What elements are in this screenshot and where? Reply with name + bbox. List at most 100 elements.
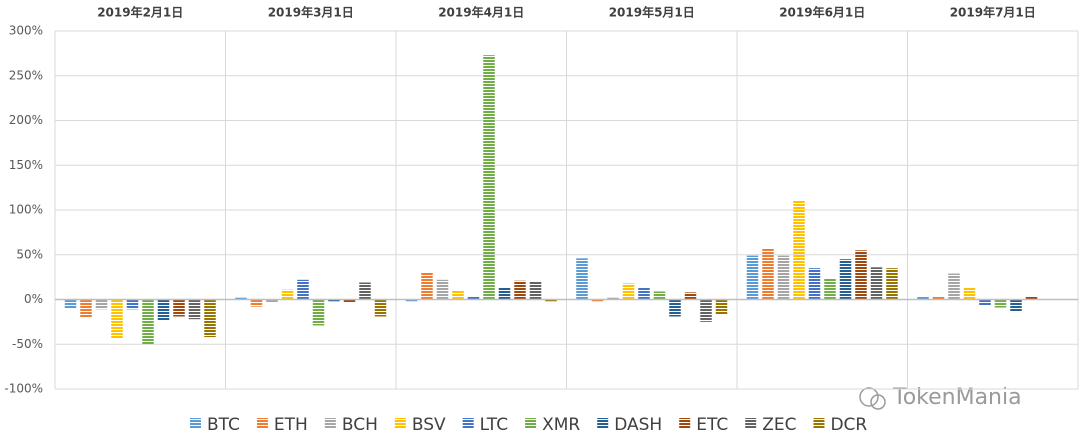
legend-swatch <box>324 418 336 429</box>
legend-item: LTC <box>462 415 508 435</box>
bar <box>173 299 185 317</box>
bar <box>514 280 526 300</box>
legend-item: ETH <box>256 415 308 435</box>
category-label: 2019年6月1日 <box>779 5 865 20</box>
bar <box>1025 296 1038 300</box>
legend-label: XMR <box>542 415 580 435</box>
bar <box>467 296 480 300</box>
legend-item: BSV <box>394 415 446 435</box>
bar <box>250 299 263 307</box>
bar <box>715 299 728 315</box>
legend-item: DASH <box>597 415 662 435</box>
bar <box>483 55 495 300</box>
legend-swatch <box>813 418 825 429</box>
y-tick-label: 200% <box>9 113 43 127</box>
bar <box>576 258 588 300</box>
bar <box>452 290 464 300</box>
legend-item: DCR <box>813 415 867 435</box>
bar <box>777 255 790 300</box>
bar <box>746 255 759 300</box>
bar <box>762 248 774 300</box>
legend-item: XMR <box>525 415 580 435</box>
legend-label: BSV <box>412 415 446 435</box>
category-label: 2019年4月1日 <box>438 5 524 20</box>
bar <box>374 299 387 317</box>
legend-label: DASH <box>614 415 662 435</box>
legend-item: ETC <box>679 415 728 435</box>
legend-label: LTC <box>480 415 508 435</box>
legend-label: ETH <box>274 415 308 435</box>
bar <box>963 287 976 300</box>
y-tick-label: -100% <box>4 382 43 396</box>
legend-label: DCR <box>830 415 867 435</box>
bar <box>312 299 325 326</box>
legend-swatch <box>190 418 201 429</box>
bar <box>126 299 139 310</box>
bar <box>653 291 666 300</box>
legend-item: BTC <box>190 415 240 435</box>
bar <box>421 272 433 300</box>
category-label: 2019年5月1日 <box>609 5 695 20</box>
bar <box>622 283 635 300</box>
bar <box>684 292 697 300</box>
bar <box>824 278 836 300</box>
y-tick-label: 50% <box>16 247 43 261</box>
bar <box>855 250 867 300</box>
bar <box>591 299 604 302</box>
legend-swatch <box>597 418 609 429</box>
bar <box>870 267 883 300</box>
bar <box>498 287 511 300</box>
bar <box>607 297 619 300</box>
bar <box>932 296 945 300</box>
bar <box>793 200 805 300</box>
legend-item: ZEC <box>745 415 796 435</box>
bar <box>281 289 294 300</box>
bar <box>669 299 681 317</box>
category-label: 2019年2月1日 <box>97 5 183 20</box>
legend-label: ZEC <box>762 415 796 435</box>
bar <box>638 287 650 300</box>
bar <box>545 299 557 302</box>
bar <box>188 299 201 320</box>
bar <box>80 299 92 318</box>
bar <box>328 299 340 302</box>
legend-swatch <box>256 418 268 429</box>
y-tick-label: 250% <box>9 68 43 82</box>
bar <box>994 299 1007 308</box>
bar <box>235 297 247 300</box>
category-label: 2019年3月1日 <box>268 5 354 20</box>
bar <box>405 299 418 302</box>
legend-swatch <box>462 418 474 429</box>
bar <box>343 299 356 303</box>
bar <box>142 299 154 345</box>
legend-swatch <box>394 418 406 429</box>
legend-label: BCH <box>342 415 378 435</box>
legend-label: BTC <box>207 415 240 435</box>
bar <box>808 268 821 300</box>
legend-label: ETC <box>696 415 728 435</box>
bar <box>157 299 170 321</box>
bar <box>839 259 852 300</box>
legend-swatch <box>525 418 537 429</box>
y-tick-label: 100% <box>9 203 43 217</box>
legend-item: BCH <box>324 415 378 435</box>
y-tick-label: -50% <box>12 337 43 351</box>
bar <box>204 299 216 338</box>
bar <box>529 281 542 300</box>
bar <box>1010 299 1022 313</box>
y-tick-label: 0% <box>24 292 43 306</box>
bar <box>436 279 449 300</box>
bar <box>266 299 278 303</box>
bar <box>700 299 712 322</box>
bar <box>111 299 123 339</box>
category-label: 2019年7月1日 <box>950 5 1036 20</box>
legend-swatch <box>679 418 691 429</box>
bar <box>64 299 77 309</box>
bar <box>359 282 371 300</box>
bar <box>886 268 898 300</box>
legend-swatch <box>745 418 757 429</box>
bar <box>948 273 960 300</box>
y-tick-label: 300% <box>9 24 43 38</box>
bar <box>297 279 309 300</box>
